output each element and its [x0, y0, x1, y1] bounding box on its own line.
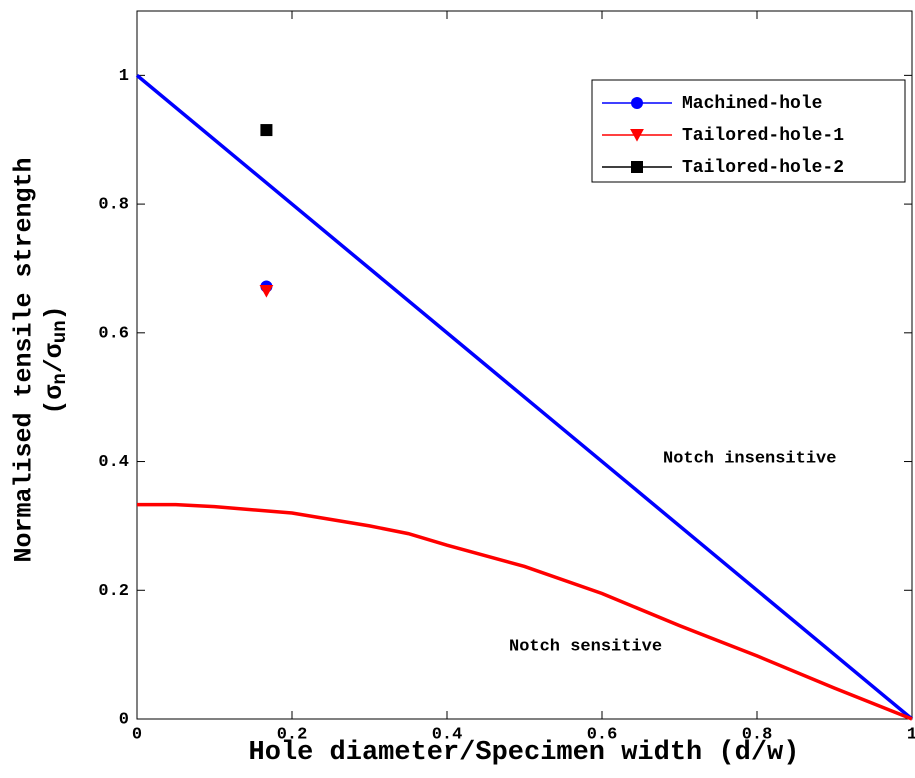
- x-tick-label: 1: [907, 725, 915, 744]
- marker: [259, 284, 274, 298]
- marker: [631, 97, 643, 109]
- y-tick-label: 0: [119, 710, 129, 729]
- units-part: ): [40, 305, 69, 320]
- y-axis-label: Normalised tensile strength: [10, 157, 39, 562]
- x-tick-label: 0.4: [432, 725, 463, 744]
- legend-label: Tailored-hole-2: [682, 158, 844, 178]
- annotation: Notch sensitive: [509, 637, 662, 656]
- subscript: n: [49, 373, 71, 384]
- legend-label: Tailored-hole-1: [682, 126, 844, 146]
- x-tick-label: 0: [132, 725, 142, 744]
- y-tick-label: 0.4: [98, 453, 129, 472]
- y-tick-label: 1: [119, 67, 129, 86]
- x-tick-label: 0.2: [277, 725, 308, 744]
- x-tick-label: 0.8: [742, 725, 773, 744]
- legend-box: [591, 79, 906, 183]
- legend-label: Machined-hole: [682, 94, 822, 114]
- marker: [630, 129, 644, 142]
- x-axis-label: Hole diameter/Specimen width (d/w): [249, 738, 800, 768]
- units-part: /σ: [40, 343, 69, 373]
- marker: [260, 124, 273, 137]
- y-tick-label: 0.8: [98, 196, 129, 215]
- curve: [137, 502, 913, 721]
- subscript: un: [49, 320, 71, 343]
- units-part: (σ: [40, 385, 69, 415]
- y-tick-label: 0.2: [98, 582, 129, 601]
- y-tick-label: 0.6: [98, 324, 129, 343]
- annotation: Notch insensitive: [663, 449, 836, 468]
- y-axis-units: (σn/σun): [40, 305, 71, 414]
- curve: [135, 74, 914, 721]
- plot-frame: [136, 10, 913, 720]
- marker: [631, 161, 643, 173]
- x-tick-label: 0.6: [587, 725, 618, 744]
